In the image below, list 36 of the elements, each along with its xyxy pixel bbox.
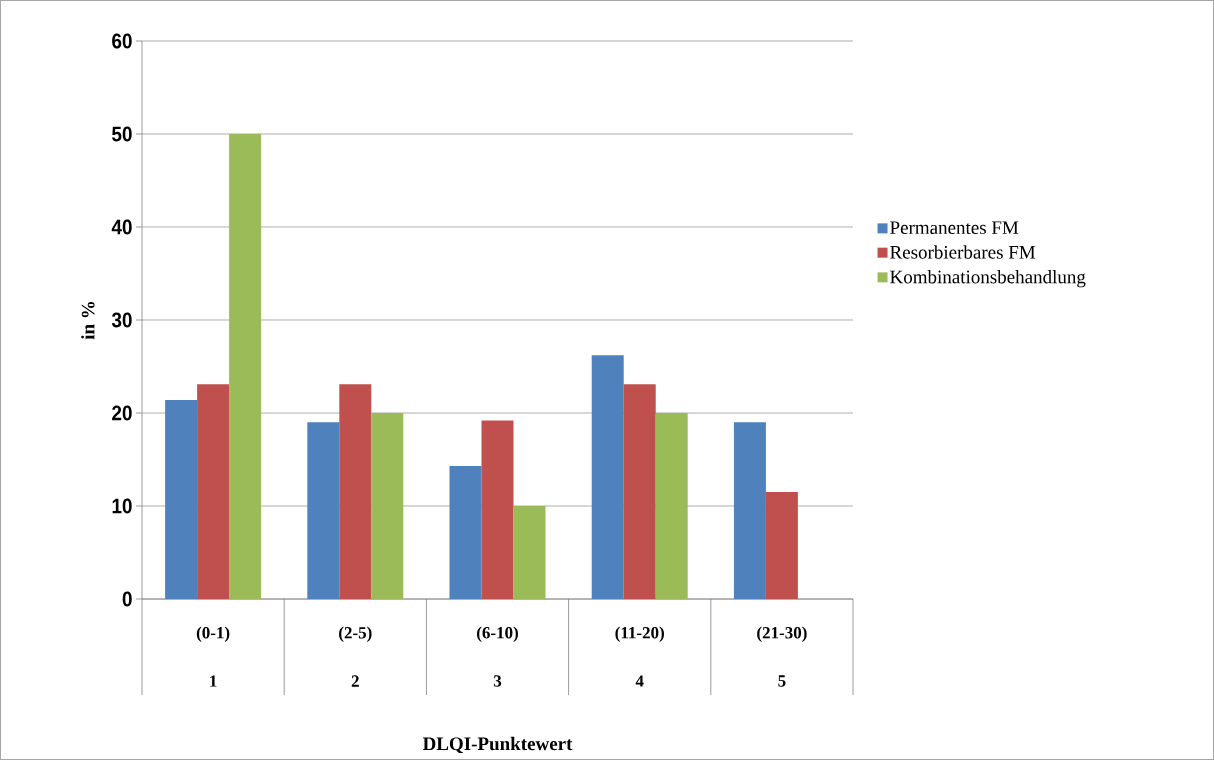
y-tick-label: 10	[112, 498, 132, 514]
text: 1	[210, 675, 217, 687]
y-tick-label: 60	[112, 33, 132, 49]
text: 5	[778, 675, 786, 687]
legend-label: Resorbierbares FM	[890, 245, 1036, 259]
bar	[339, 384, 372, 599]
y-axis-title: in %	[81, 301, 95, 340]
x-tick-label: (11-20)	[615, 626, 664, 642]
legend-label: Permanentes FM	[890, 221, 1019, 235]
bar	[733, 422, 766, 599]
x-axis-title: DLQI-Punktewert	[422, 736, 573, 754]
y-tick-label: 20	[112, 405, 132, 421]
y-tick-label: 0	[122, 591, 132, 607]
y-tick-label: 40	[111, 219, 132, 235]
x-tick-label: (6-10)	[477, 626, 518, 642]
bar	[655, 413, 688, 599]
bar	[229, 134, 262, 599]
bar	[513, 506, 546, 599]
x-tick-label: (0-1)	[196, 626, 230, 642]
y-tick-label: 30	[111, 312, 132, 328]
bar	[307, 422, 340, 599]
bar	[165, 399, 198, 599]
text: 4	[635, 675, 644, 687]
y-tick-label: 50	[112, 126, 132, 142]
bar	[197, 384, 230, 599]
text: 2	[351, 675, 359, 687]
x-tick-label: (21-30)	[757, 626, 807, 642]
bar	[765, 492, 798, 599]
bar	[371, 413, 404, 599]
legend-label: Kombinationsbehandlung	[890, 270, 1086, 288]
bar	[623, 384, 656, 599]
x-tick-label: (2-5)	[339, 626, 372, 642]
bar	[449, 466, 482, 599]
bar	[591, 355, 624, 599]
bar	[481, 420, 514, 599]
text: 3	[493, 675, 502, 687]
